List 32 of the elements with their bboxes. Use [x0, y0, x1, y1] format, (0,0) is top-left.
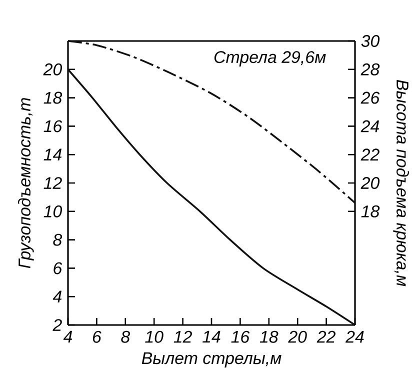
annotation: Стрела 29,6м [214, 51, 326, 66]
x-axis-title: Вылет стрелы,м [142, 352, 282, 368]
x-tick-label: 18 [260, 330, 278, 343]
x-tick-label: 12 [174, 330, 192, 343]
y-tick-label: 6 [54, 262, 62, 274]
y-tick-label: 2 [52, 319, 62, 331]
y2-tick-label: 26 [360, 92, 380, 104]
x-tick-label: 14 [202, 330, 220, 342]
y2-axis-title: Высота подъема крюка,м [393, 80, 409, 286]
x-tick-label: 22 [316, 330, 336, 343]
x-tick-label: 24 [345, 330, 364, 343]
y-axis-title: Грузоподъемность,т [18, 98, 34, 268]
x-tick-label: 6 [92, 330, 102, 343]
y-tick-label: 14 [44, 148, 62, 160]
x-tick-label: 4 [63, 330, 72, 342]
x-tick-label: 20 [288, 330, 307, 343]
y-tick-label: 20 [43, 63, 62, 76]
y2-tick-label: 24 [360, 120, 380, 132]
y2-tick-label: 22 [360, 148, 380, 161]
y-tick-label: 18 [44, 92, 62, 104]
y-tick-label: 4 [52, 290, 62, 302]
x-tick-label: 16 [231, 330, 250, 343]
y-tick-label: 16 [44, 120, 62, 132]
y2-tick-label: 18 [361, 205, 380, 218]
y2-tick-label: 30 [361, 35, 380, 47]
y-tick-label: 8 [53, 234, 62, 246]
x-tick-label: 8 [121, 330, 130, 343]
y2-tick-label: 28 [360, 63, 380, 76]
y-tick-label: 12 [44, 177, 62, 189]
y-tick-label: 10 [44, 205, 62, 218]
x-tick-label: 10 [145, 330, 164, 343]
y2-tick-label: 20 [360, 177, 380, 189]
